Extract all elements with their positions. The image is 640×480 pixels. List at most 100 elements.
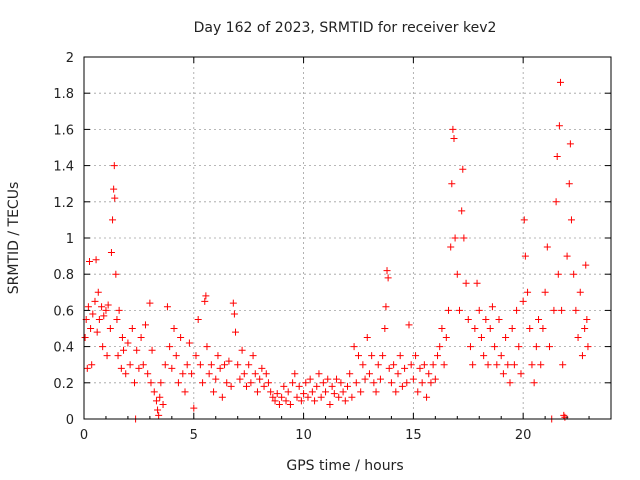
data-point — [431, 375, 439, 383]
x-tick-label: 15 — [405, 428, 422, 443]
data-point — [352, 379, 360, 387]
y-tick-label: 0.8 — [53, 268, 74, 283]
data-point — [570, 270, 578, 278]
axis-ticks — [83, 56, 611, 420]
data-point — [183, 361, 191, 369]
data-point — [269, 393, 277, 401]
data-point — [363, 334, 371, 342]
data-point — [302, 379, 310, 387]
data-point — [258, 364, 266, 372]
data-point — [420, 361, 428, 369]
data-point — [205, 370, 213, 378]
data-point — [163, 303, 171, 311]
data-point — [251, 370, 259, 378]
data-point — [306, 375, 314, 383]
data-point — [339, 388, 347, 396]
data-point — [247, 379, 255, 387]
data-point — [379, 352, 387, 360]
data-point — [482, 315, 490, 323]
data-point — [284, 388, 292, 396]
data-point — [370, 379, 378, 387]
data-point — [137, 334, 145, 342]
data-point — [429, 361, 437, 369]
y-tick-label: 0.2 — [53, 377, 74, 392]
data-point — [495, 315, 503, 323]
data-point — [212, 375, 220, 383]
data-point — [344, 382, 351, 390]
data-point — [278, 393, 286, 401]
data-point — [436, 343, 444, 351]
data-point — [120, 346, 128, 354]
data-point — [394, 370, 402, 378]
data-point — [324, 375, 332, 383]
data-point — [475, 306, 483, 314]
data-point — [546, 343, 554, 351]
data-point — [414, 388, 422, 396]
data-point — [322, 388, 330, 396]
data-point — [232, 328, 240, 336]
data-point — [282, 397, 290, 405]
data-point — [118, 334, 126, 342]
data-point — [382, 303, 390, 311]
data-point — [135, 364, 143, 372]
data-point — [295, 382, 303, 390]
data-point — [541, 288, 549, 296]
data-point — [405, 321, 413, 329]
data-point — [311, 397, 319, 405]
data-point — [157, 379, 165, 387]
data-point — [94, 288, 102, 296]
data-point — [553, 153, 561, 161]
y-tick-label: 0 — [66, 413, 74, 428]
data-point — [506, 379, 514, 387]
data-point — [447, 243, 455, 251]
data-point — [398, 382, 406, 390]
data-point — [385, 364, 393, 372]
data-point — [144, 370, 152, 378]
data-point — [107, 248, 115, 256]
data-point — [185, 339, 193, 347]
data-point — [578, 352, 586, 360]
data-point — [133, 346, 141, 354]
data-point — [384, 274, 392, 282]
data-point — [409, 375, 417, 383]
data-point — [227, 382, 235, 390]
data-point — [515, 343, 523, 351]
data-point — [264, 379, 272, 387]
x-tick-label: 20 — [515, 428, 532, 443]
data-point — [374, 361, 382, 369]
data-point — [559, 361, 567, 369]
data-point — [510, 361, 518, 369]
data-point — [317, 393, 325, 401]
data-point — [291, 370, 299, 378]
data-point — [122, 370, 130, 378]
data-point — [333, 375, 341, 383]
data-point — [556, 78, 564, 86]
data-point — [508, 325, 516, 332]
data-point — [117, 364, 125, 372]
data-point — [218, 393, 226, 401]
data-point — [582, 261, 590, 269]
data-point — [504, 361, 512, 369]
data-point — [488, 303, 496, 311]
data-point — [199, 379, 207, 387]
data-point — [177, 334, 185, 342]
data-point — [161, 361, 169, 369]
data-point — [407, 361, 415, 369]
data-point — [584, 343, 592, 351]
data-point — [242, 382, 250, 390]
data-point — [412, 352, 420, 360]
y-axis-label: SRMTID / TECUs — [6, 182, 22, 295]
data-point — [126, 361, 134, 369]
data-point — [524, 288, 532, 296]
data-point — [330, 390, 338, 398]
data-point — [357, 388, 365, 396]
data-point — [89, 310, 97, 318]
data-point — [387, 379, 395, 387]
y-tick-label: 1.8 — [53, 87, 74, 102]
data-point — [166, 343, 174, 351]
data-point — [293, 393, 301, 401]
data-point — [425, 370, 433, 378]
data-point — [236, 375, 244, 383]
data-point — [560, 411, 568, 419]
